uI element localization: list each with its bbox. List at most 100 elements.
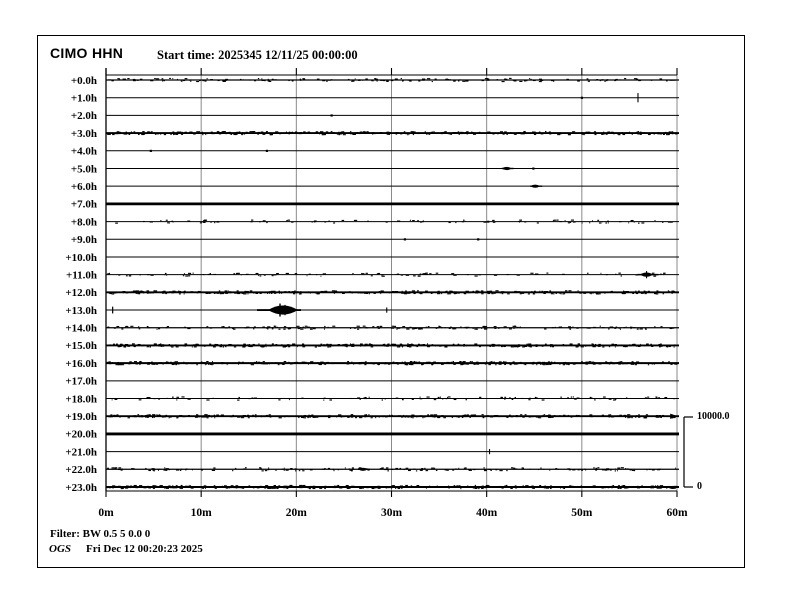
noise-speckle xyxy=(106,361,108,363)
noise-speckle xyxy=(310,361,314,363)
event-mark xyxy=(149,149,152,152)
noise-speckle xyxy=(539,485,542,487)
noise-speckle xyxy=(399,345,403,347)
noise-speckle xyxy=(377,272,381,275)
noise-speckle xyxy=(342,344,346,346)
filter-label: Filter: BW 0.5 5 0.0 0 xyxy=(50,528,151,540)
noise-speckle xyxy=(330,79,333,81)
noise-speckle xyxy=(645,416,647,418)
noise-speckle xyxy=(620,467,624,469)
noise-speckle xyxy=(229,487,230,489)
noise-speckle xyxy=(221,485,223,487)
noise-speckle xyxy=(147,363,150,365)
noise-speckle xyxy=(283,362,286,365)
noise-speckle xyxy=(115,485,119,488)
noise-speckle xyxy=(334,290,337,292)
noise-speckle xyxy=(192,344,196,346)
noise-speckle xyxy=(402,80,404,82)
noise-speckle xyxy=(636,362,640,364)
noise-speckle xyxy=(419,221,422,223)
noise-speckle xyxy=(277,364,280,366)
noise-speckle xyxy=(638,222,640,224)
noise-speckle xyxy=(303,361,307,363)
noise-speckle xyxy=(165,468,167,470)
noise-speckle xyxy=(614,327,617,329)
noise-speckle xyxy=(230,485,234,487)
noise-speckle xyxy=(445,398,448,400)
noise-speckle xyxy=(404,362,407,365)
noise-speckle xyxy=(618,485,621,487)
noise-speckle xyxy=(605,133,608,135)
noise-speckle xyxy=(379,362,382,364)
noise-speckle xyxy=(604,80,606,82)
noise-speckle xyxy=(674,487,676,489)
noise-speckle xyxy=(495,415,499,417)
noise-speckle xyxy=(171,485,174,487)
noise-speckle xyxy=(165,487,170,489)
noise-speckle xyxy=(510,467,514,469)
noise-speckle xyxy=(434,416,436,419)
noise-speckle xyxy=(563,414,566,416)
noise-speckle xyxy=(308,273,311,275)
noise-speckle xyxy=(382,343,385,346)
noise-speckle xyxy=(171,346,174,348)
noise-speckle xyxy=(131,362,134,364)
noise-speckle xyxy=(254,414,257,416)
noise-speckle xyxy=(568,134,571,136)
noise-speckle xyxy=(638,345,641,347)
noise-speckle xyxy=(207,292,210,294)
noise-speckle xyxy=(586,415,590,417)
noise-speckle xyxy=(168,469,171,471)
noise-speckle xyxy=(240,487,242,489)
noise-speckle xyxy=(309,469,313,471)
noise-speckle xyxy=(145,416,147,418)
noise-speckle xyxy=(492,133,495,135)
noise-speckle xyxy=(332,468,335,471)
noise-speckle xyxy=(249,346,253,348)
noise-speckle xyxy=(541,291,544,293)
noise-speckle xyxy=(288,79,290,82)
noise-speckle xyxy=(416,291,418,293)
noise-speckle xyxy=(176,399,178,401)
noise-speckle xyxy=(319,132,321,134)
noise-speckle xyxy=(142,292,145,294)
noise-speckle xyxy=(671,290,675,292)
noise-speckle xyxy=(365,362,369,364)
noise-speckle xyxy=(424,273,428,275)
noise-speckle xyxy=(400,274,404,276)
noise-speckle xyxy=(617,362,619,364)
noise-speckle xyxy=(669,327,673,330)
noise-speckle xyxy=(363,132,367,134)
noise-speckle xyxy=(671,133,674,135)
noise-speckle xyxy=(522,416,525,418)
noise-speckle xyxy=(394,291,398,293)
noise-speckle xyxy=(248,485,251,487)
noise-speckle xyxy=(233,132,235,134)
noise-speckle xyxy=(245,290,249,293)
noise-speckle xyxy=(538,468,539,471)
noise-speckle xyxy=(403,468,405,471)
noise-speckle xyxy=(633,362,635,364)
noise-speckle xyxy=(421,467,424,470)
noise-speckle xyxy=(657,132,660,134)
noise-speckle xyxy=(607,487,610,489)
noise-speckle xyxy=(540,467,542,469)
noise-speckle xyxy=(305,344,309,346)
noise-speckle xyxy=(659,415,662,417)
noise-speckle xyxy=(115,133,119,135)
noise-speckle xyxy=(266,486,268,489)
noise-speckle xyxy=(610,132,614,134)
noise-speckle xyxy=(565,291,567,293)
noise-speckle xyxy=(617,467,621,469)
noise-speckle xyxy=(542,414,544,416)
noise-speckle xyxy=(391,344,393,346)
noise-speckle xyxy=(583,292,587,294)
noise-speckle xyxy=(562,487,565,489)
noise-speckle xyxy=(570,219,575,221)
noise-speckle xyxy=(412,361,416,363)
noise-speckle xyxy=(112,344,116,346)
noise-speckle xyxy=(618,272,621,274)
noise-speckle xyxy=(482,417,485,419)
noise-speckle xyxy=(553,415,556,417)
noise-speckle xyxy=(366,131,369,133)
